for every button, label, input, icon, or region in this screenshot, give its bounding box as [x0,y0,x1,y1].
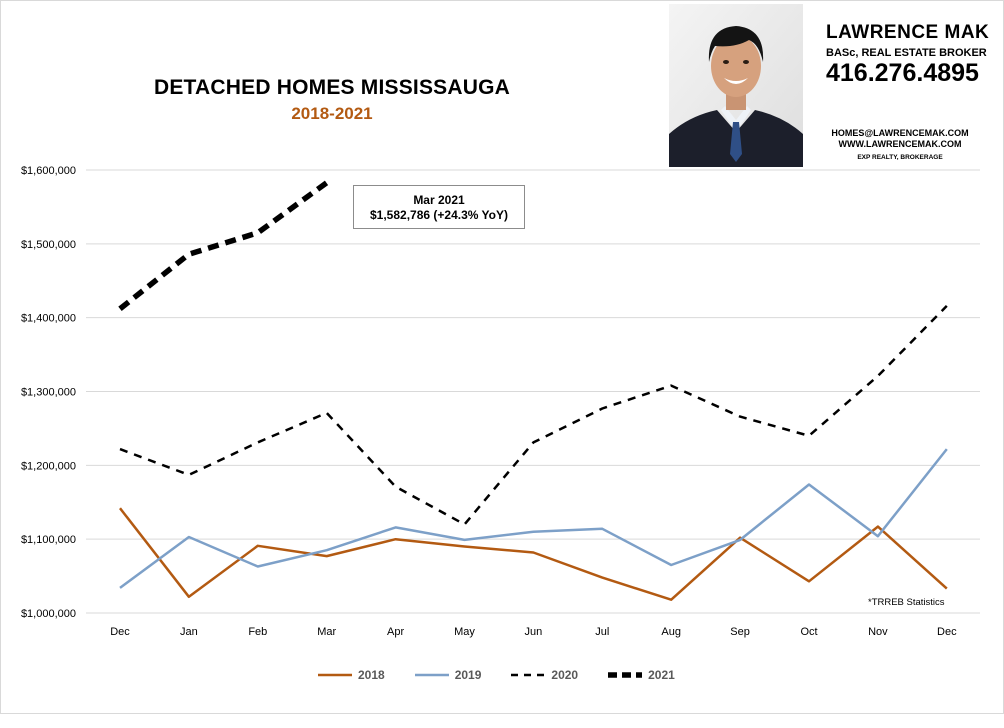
agent-website[interactable]: WWW.LAWRENCEMAK.COM [838,139,962,149]
series-line-2021 [118,180,329,311]
callout-box: Mar 2021 $1,582,786 (+24.3% YoY) [353,185,525,229]
x-tick-label: Aug [661,626,681,638]
x-tick-label: Jan [180,626,198,638]
y-tick-label: $1,400,000 [21,313,76,325]
legend-label: 2019 [454,668,482,682]
series-line-2018 [119,507,948,601]
legend-item-2018: 2018 [318,668,385,682]
legend-label: 2018 [358,668,385,682]
y-tick-label: $1,100,000 [21,534,76,546]
series-line-2019 [119,448,948,589]
agent-phone: 416.276.4895 [826,59,979,87]
agent-name: LAWRENCE MAK [826,22,990,43]
x-tick-label: Nov [868,626,888,638]
callout-value: $1,582,786 (+24.3% YoY) [370,208,508,222]
chart-legend: 2018 2019 2020 2021 [318,666,705,684]
x-tick-label: Mar [317,626,336,638]
legend-label: 2021 [648,668,675,682]
y-tick-label: $1,000,000 [21,608,76,620]
x-tick-label: Dec [937,626,957,638]
agent-brokerage: EXP REALTY, BROKERAGE [857,154,943,161]
legend-label: 2020 [551,668,579,682]
legend-item-2021: 2021 [608,668,675,682]
x-tick-label: Dec [110,626,130,638]
legend-swatch-2019 [414,673,449,677]
x-axis-ticks: Dec Jan Feb Mar Apr May Jun Jul Aug Sep Oct Nov Dec [110,626,957,638]
series-line-2020 [119,305,948,526]
series-lines [118,180,948,601]
agent-header: LAWRENCE MAK BASc, REAL ESTATE BROKER 41… [826,22,998,88]
legend-item-2019: 2019 [414,668,482,682]
legend-swatch-2018 [318,673,352,677]
callout-date: Mar 2021 [413,193,465,207]
x-tick-label: Apr [387,626,404,638]
y-tick-label: $1,600,000 [21,165,76,177]
y-tick-label: $1,200,000 [21,460,76,472]
agent-photo [669,4,803,167]
y-axis-ticks: $1,000,000 $1,100,000 $1,200,000 $1,300,000… [21,165,76,620]
x-tick-label: May [454,626,475,638]
agent-contact: HOMES@LAWRENCEMAK.COM WWW.LAWRENCEMAK.CO… [820,128,980,150]
gridlines [86,169,980,614]
source-note: *TRREB Statistics [868,597,945,608]
legend-swatch-2020 [511,673,546,677]
x-tick-label: Sep [730,626,750,638]
chart-subtitle: 2018-2021 [291,104,373,123]
x-tick-label: Feb [248,626,267,638]
y-tick-label: $1,300,000 [21,387,76,399]
legend-swatch-2021 [608,672,643,678]
agent-email[interactable]: HOMES@LAWRENCEMAK.COM [831,128,969,138]
legend-item-2020: 2020 [511,668,578,682]
x-tick-label: Oct [800,626,817,638]
x-tick-label: Jul [595,626,609,638]
x-tick-label: Jun [525,626,543,638]
chart-title: DETACHED HOMES MISSISSAUGA [153,76,510,99]
agent-credentials: BASc, REAL ESTATE BROKER [826,47,987,59]
y-tick-label: $1,500,000 [21,239,76,251]
